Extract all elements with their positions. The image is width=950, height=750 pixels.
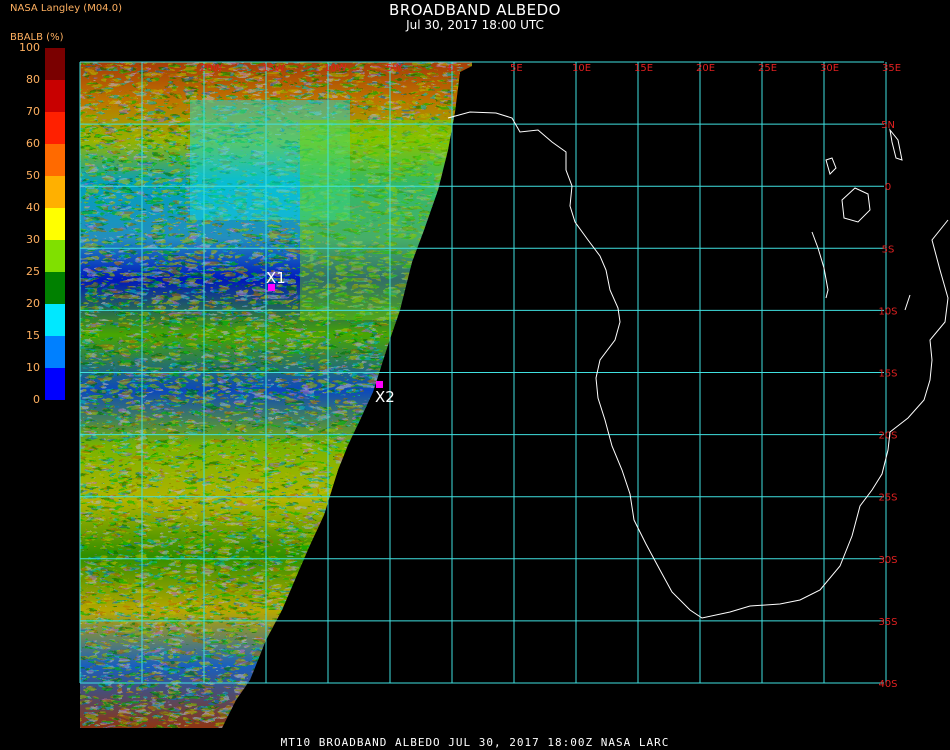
page-title: BROADBAND ALBEDO <box>389 1 561 19</box>
marker-x1-dot <box>268 284 275 291</box>
longitude-label: 5W <box>386 63 402 74</box>
colorbar-segment <box>45 240 65 272</box>
marker-x2-dot <box>376 381 383 388</box>
longitude-label: 20W <box>200 63 223 74</box>
marker-layer: X1 X2 <box>266 269 395 406</box>
latitude-label: 10S <box>878 306 897 317</box>
colorbar-tick-label: 30 <box>26 233 40 246</box>
colorbar-tick-label: 40 <box>26 201 40 214</box>
longitude-label: 35E <box>882 63 901 74</box>
colorbar-tick-label: 50 <box>26 169 40 182</box>
grid-labels: 20W 15W 10W 5W 0 5E 10E 15E 20E 25E 30E 35E 5N 0 5S 10S… <box>200 63 901 690</box>
longitude-label: 15W <box>262 63 285 74</box>
longitude-label: 30E <box>820 63 839 74</box>
colorbar <box>45 48 65 400</box>
colorbar-tick-label: 70 <box>26 105 40 118</box>
latitude-label: 40S <box>878 679 897 690</box>
colorbar-segment <box>45 144 65 176</box>
lake-outline-2 <box>889 128 903 161</box>
marker-x1-label: X1 <box>266 269 286 287</box>
longitude-label: 5E <box>510 63 523 74</box>
credit-label: NASA Langley (M04.0) <box>10 3 122 14</box>
lake-tanganyika <box>811 231 829 299</box>
longitude-label: 0 <box>448 63 454 74</box>
colorbar-tick-label: 60 <box>26 137 40 150</box>
madagascar-coastline <box>904 294 911 311</box>
colorbar-segment <box>45 336 65 368</box>
lat-lon-grid <box>79 61 887 684</box>
colorbar-tick-label: 100 <box>19 41 40 54</box>
colorbar-tick-label: 20 <box>26 297 40 310</box>
longitude-label: 15E <box>634 63 653 74</box>
colorbar-tick-label: 15 <box>26 329 40 342</box>
lake-victoria <box>841 187 871 223</box>
colorbar-segment <box>45 176 65 208</box>
colorbar-title: BBALB (%) <box>10 32 64 43</box>
latitude-label: 30S <box>878 555 897 566</box>
latitude-label: 5S <box>882 244 895 255</box>
colorbar-tick-label: 0 <box>33 393 40 406</box>
colorbar-segment <box>45 112 65 144</box>
colorbar-tick-label: 10 <box>26 361 40 374</box>
latitude-label: 35S <box>878 617 897 628</box>
albedo-image-field <box>80 62 472 728</box>
colorbar-tick-label: 25 <box>26 265 40 278</box>
longitude-label: 10E <box>572 63 591 74</box>
longitude-label: 10W <box>324 63 347 74</box>
colorbar-segment <box>45 272 65 304</box>
latitude-label: 20S <box>878 431 897 442</box>
footer-caption: MT10 BROADBAND ALBEDO JUL 30, 2017 18:00… <box>280 736 670 749</box>
lake-outline-1 <box>825 157 837 175</box>
latitude-label: 5N <box>881 120 895 131</box>
timestamp: Jul 30, 2017 18:00 UTC <box>406 18 544 32</box>
colorbar-segment <box>45 208 65 240</box>
latitude-label: 25S <box>878 493 897 504</box>
marker-x2-label: X2 <box>375 388 395 406</box>
africa-coastline <box>447 111 949 619</box>
colorbar-segment <box>45 48 65 80</box>
longitude-label: 20E <box>696 63 715 74</box>
latitude-label: 15S <box>878 369 897 380</box>
colorbar-segment <box>45 80 65 112</box>
colorbar-tick-label: 80 <box>26 73 40 86</box>
colorbar-segment <box>45 368 65 400</box>
latitude-label: 0 <box>885 182 891 193</box>
colorbar-segment <box>45 304 65 336</box>
longitude-label: 25E <box>758 63 777 74</box>
